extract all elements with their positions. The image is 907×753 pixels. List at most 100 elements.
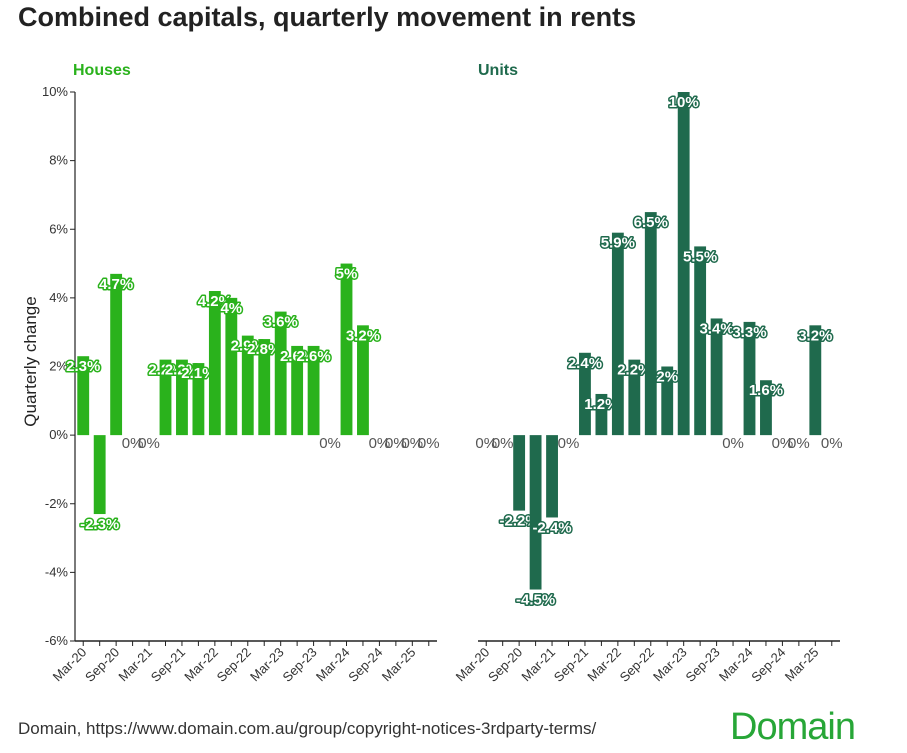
x-tick-label: Sep-22 — [214, 645, 254, 685]
bar — [192, 363, 205, 436]
x-tick-label: Mar-24 — [716, 645, 756, 685]
y-tick-label: -2% — [45, 496, 69, 511]
bar — [357, 325, 369, 436]
source-note: Domain, https://www.domain.com.au/group/… — [18, 719, 597, 738]
y-tick-label: -6% — [45, 633, 69, 648]
bar — [694, 246, 707, 436]
bar — [513, 435, 526, 511]
x-tick-label: Mar-20 — [453, 645, 493, 685]
bar — [611, 232, 624, 436]
data-label: 0% — [138, 435, 160, 452]
data-label: 2.6% — [280, 348, 314, 365]
data-label: 0% — [385, 435, 407, 452]
bar — [743, 321, 756, 436]
data-label: -2.4% — [532, 519, 571, 536]
data-label: 5.9% — [601, 235, 635, 252]
bar — [760, 380, 772, 436]
data-label: 4.2% — [198, 293, 232, 310]
data-label: 3.4% — [699, 320, 733, 337]
x-tick-label: Mar-22 — [181, 645, 221, 685]
y-tick-label: 0% — [49, 427, 68, 442]
data-label: 2.8% — [247, 341, 281, 358]
x-tick-label: Mar-21 — [115, 645, 155, 685]
data-label: 0% — [475, 435, 497, 452]
data-label: 2.9% — [231, 338, 265, 355]
data-label: 3.3% — [732, 324, 766, 341]
bar — [546, 435, 558, 518]
domain-logo: Domain — [730, 706, 856, 748]
panel-title-units: Units — [478, 62, 518, 79]
x-tick-label: Mar-21 — [518, 645, 558, 685]
x-tick-label: Mar-23 — [247, 645, 287, 685]
data-label: -4.5% — [516, 592, 555, 609]
bar — [274, 311, 287, 436]
bar — [628, 359, 641, 436]
rent-movement-chart: Quarterly change 10% 8% 6% 4% 2% 0% -2% -4% -6% Ho… — [21, 62, 843, 685]
x-tick-label: Sep-22 — [617, 645, 657, 685]
data-label: 2.3% — [66, 358, 100, 375]
data-label: 2.2% — [148, 362, 182, 379]
bar — [93, 435, 106, 515]
data-label: 2.4% — [568, 355, 602, 372]
bar — [176, 359, 188, 436]
y-tick-label: 8% — [49, 153, 68, 168]
data-label: 5.5% — [683, 248, 717, 265]
bar — [208, 291, 221, 436]
data-label: 3.2% — [798, 327, 832, 344]
x-tick-label: Mar-24 — [313, 645, 353, 685]
data-label: 2% — [656, 369, 678, 386]
x-tick-label: Sep-20 — [485, 645, 525, 685]
bar — [644, 212, 657, 436]
bar — [159, 359, 172, 436]
bar — [77, 356, 90, 436]
data-label: 1.6% — [749, 382, 783, 399]
data-label: 2.2% — [617, 362, 651, 379]
bar — [710, 318, 723, 436]
x-tick-label: Mar-22 — [584, 645, 624, 685]
data-label: 2.6% — [296, 348, 330, 365]
bar — [579, 352, 591, 436]
bar — [110, 273, 123, 436]
data-label: 10% — [669, 94, 699, 111]
data-label: -2.3% — [80, 516, 119, 533]
x-tick-label: Sep-20 — [82, 645, 122, 685]
data-label: 0% — [319, 435, 341, 452]
data-label: 0% — [722, 435, 744, 452]
x-tick-label: Mar-23 — [650, 645, 690, 685]
data-label: 6.5% — [634, 214, 668, 231]
bar — [677, 92, 690, 436]
x-tick-label: Mar-20 — [50, 645, 90, 685]
data-label: 4% — [220, 300, 242, 317]
bar — [241, 335, 254, 436]
bar — [529, 435, 542, 590]
bar — [307, 345, 320, 436]
data-label: 0% — [772, 435, 794, 452]
bar — [258, 339, 271, 436]
data-label: 0% — [821, 435, 843, 452]
bar — [595, 393, 608, 436]
data-label: 4.7% — [99, 276, 133, 293]
x-tick-label: Sep-21 — [551, 645, 591, 685]
bar — [291, 345, 304, 436]
data-label: 0% — [122, 435, 144, 452]
y-tick-label: 10% — [42, 84, 68, 99]
data-label: 2.2% — [165, 362, 199, 379]
data-label: 0% — [369, 435, 391, 452]
data-label: 3.2% — [346, 327, 380, 344]
chart-title: Combined capitals, quarterly movement in… — [18, 2, 637, 32]
x-tick-label: Sep-24 — [345, 645, 385, 685]
x-tick-label: Sep-24 — [748, 645, 788, 685]
y-tick-label: 6% — [49, 221, 68, 236]
x-tick-label: Mar-25 — [379, 645, 419, 685]
panel-title-houses: Houses — [73, 62, 131, 79]
data-label: 0% — [418, 435, 440, 452]
data-label: 0% — [558, 435, 580, 452]
bar — [661, 366, 674, 436]
x-tick-label: Sep-21 — [148, 645, 188, 685]
bar — [340, 263, 353, 436]
x-tick-label: Sep-23 — [682, 645, 722, 685]
y-tick-label: -4% — [45, 564, 69, 579]
y-axis-label: Quarterly change — [21, 296, 40, 426]
y-tick-label: 4% — [49, 290, 68, 305]
data-label: 1.2% — [584, 396, 618, 413]
